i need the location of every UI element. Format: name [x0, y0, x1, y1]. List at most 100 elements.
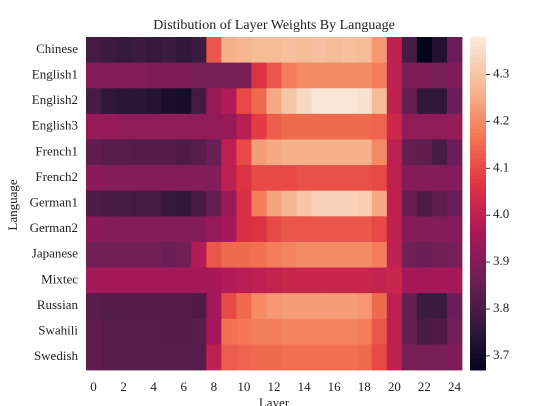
colorbar-segment — [470, 49, 486, 55]
heat-cell — [236, 37, 252, 64]
heat-cell — [416, 88, 433, 115]
heat-cell — [281, 139, 297, 166]
heat-cell — [281, 318, 297, 345]
heat-cell — [326, 241, 343, 268]
heat-cell — [401, 267, 418, 294]
heat-cell — [206, 216, 222, 243]
colorbar-segment — [470, 95, 486, 100]
heat-cell — [146, 37, 162, 64]
heat-cell — [281, 165, 297, 192]
heat-cell — [176, 293, 192, 320]
colorbar-segment — [470, 207, 486, 213]
heat-cell — [446, 37, 463, 64]
colorbar-segment — [470, 282, 486, 288]
heat-cell — [116, 267, 132, 294]
heat-cell — [416, 344, 433, 371]
heat-cell — [191, 267, 207, 294]
heat-cell — [311, 165, 328, 192]
heat-cell — [326, 88, 343, 115]
heat-cell — [221, 318, 237, 345]
heat-cell — [296, 88, 312, 115]
heat-cell — [371, 62, 388, 89]
colorbar-segment — [470, 78, 486, 84]
heat-cell — [206, 344, 222, 371]
heat-cell — [116, 139, 132, 166]
colorbar-segment — [470, 199, 486, 204]
heat-cell — [341, 37, 358, 64]
heat-cell — [101, 88, 117, 115]
heat-cell — [266, 216, 282, 243]
heat-cell — [356, 37, 373, 64]
heat-cell — [176, 165, 192, 192]
colorbar-segment — [470, 345, 486, 350]
heat-cell — [386, 318, 403, 345]
heat-cell — [101, 113, 117, 140]
colorbar-segment — [470, 70, 486, 75]
heat-cell — [251, 165, 267, 192]
heat-cell — [266, 62, 282, 89]
heat-cell — [431, 267, 448, 294]
heat-cell — [206, 88, 222, 115]
heat-cell — [296, 139, 312, 166]
heat-cell — [101, 318, 117, 345]
heat-cell — [416, 113, 433, 140]
heat-cell — [251, 62, 267, 89]
heat-cell — [446, 216, 463, 243]
heat-cell — [161, 293, 177, 320]
heat-cell — [221, 293, 237, 320]
colorbar-segment — [470, 124, 486, 130]
heat-cell — [191, 139, 207, 166]
heat-cell — [116, 37, 132, 64]
colorbar-segment — [470, 57, 486, 63]
heat-cell — [446, 267, 463, 294]
heat-cell — [206, 190, 222, 217]
heat-cell — [221, 88, 237, 115]
heat-cell — [356, 293, 373, 320]
colorbar-segment — [470, 228, 486, 234]
heat-cell — [416, 318, 433, 345]
heat-cell — [221, 37, 237, 64]
x-tick-label: 0 — [90, 379, 97, 394]
colorbar-segment — [470, 99, 486, 105]
heat-cell — [341, 165, 358, 192]
heat-cell — [146, 139, 162, 166]
heat-cell — [401, 62, 418, 89]
y-tick-label: German2 — [30, 220, 78, 235]
heat-cell — [101, 139, 117, 166]
heat-cell — [266, 165, 282, 192]
heat-cell — [341, 62, 358, 89]
heat-cell — [281, 344, 297, 371]
heat-cell — [236, 344, 252, 371]
heat-cell — [266, 190, 282, 217]
heat-cell — [356, 216, 373, 243]
y-tick-label: French2 — [35, 169, 78, 184]
heat-cell — [221, 113, 237, 140]
colorbar-segment — [470, 203, 486, 209]
heat-cell — [416, 216, 433, 243]
y-tick-label: German1 — [30, 194, 78, 209]
colorbar-segment — [470, 278, 486, 284]
heat-cell — [296, 293, 312, 320]
heat-cell — [401, 37, 418, 64]
heat-cell — [86, 190, 102, 217]
colorbar-segment — [470, 224, 486, 229]
heat-cell — [296, 190, 312, 217]
colorbar-segment — [470, 286, 486, 292]
heat-cell — [191, 190, 207, 217]
heat-cell — [371, 37, 388, 64]
heat-cell — [431, 37, 448, 64]
heat-cell — [161, 241, 177, 268]
colorbar-segment — [470, 157, 486, 163]
heat-cell — [131, 165, 147, 192]
heat-cell — [251, 113, 267, 140]
heat-cell — [116, 318, 132, 345]
heat-cell — [416, 267, 433, 294]
heat-cell — [356, 344, 373, 371]
colorbar-segment — [470, 66, 486, 71]
colorbar-segment — [470, 257, 486, 263]
heat-cell — [191, 241, 207, 268]
y-axis-label: Language — [5, 179, 20, 230]
colorbar-segment — [470, 307, 486, 313]
heat-cell — [266, 267, 282, 294]
heat-cell — [206, 318, 222, 345]
